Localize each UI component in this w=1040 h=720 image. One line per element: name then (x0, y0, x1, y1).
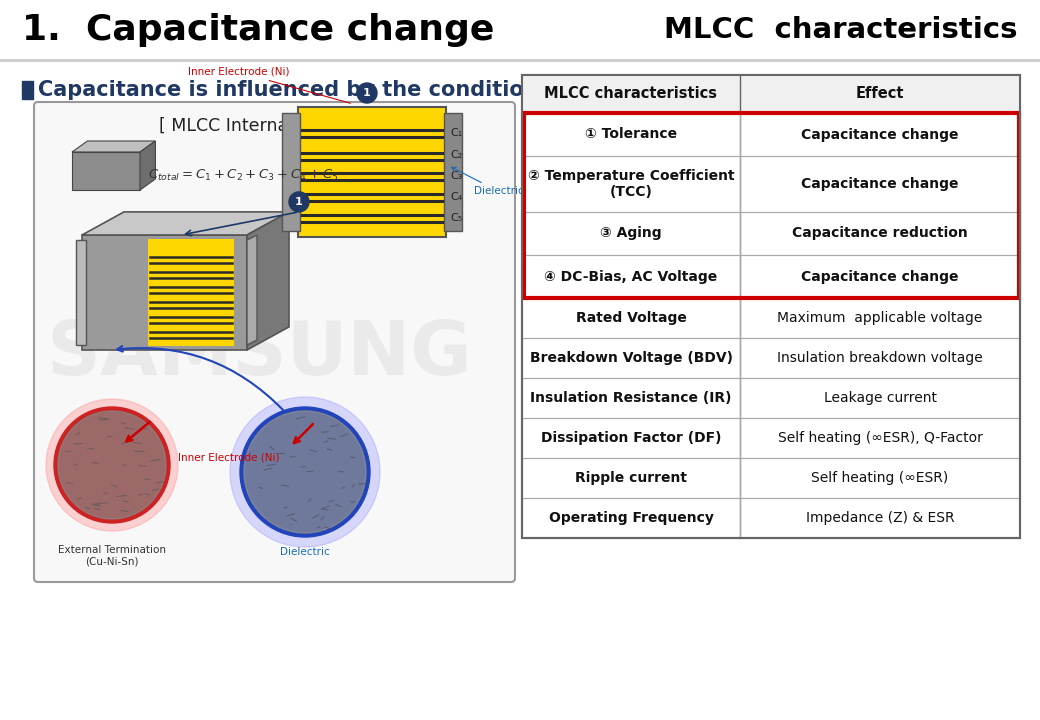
Text: Dielectric: Dielectric (280, 547, 330, 557)
Circle shape (230, 397, 380, 547)
Text: Capacitance change: Capacitance change (801, 269, 959, 284)
Text: Dissipation Factor (DF): Dissipation Factor (DF) (541, 431, 722, 445)
Text: C₄: C₄ (450, 192, 462, 202)
Circle shape (46, 399, 178, 531)
Bar (22, 81, 33, 99)
Text: Maximum  applicable voltage: Maximum applicable voltage (777, 311, 983, 325)
Text: ③ Aging: ③ Aging (600, 227, 661, 240)
Text: Insulation breakdown voltage: Insulation breakdown voltage (777, 351, 983, 365)
Text: Inner Electrode (Ni): Inner Electrode (Ni) (188, 67, 350, 103)
Polygon shape (248, 235, 257, 345)
Text: Self heating (∞ESR): Self heating (∞ESR) (811, 471, 948, 485)
Text: Breakdown Voltage (BDV): Breakdown Voltage (BDV) (529, 351, 732, 365)
Polygon shape (248, 212, 289, 350)
Text: Impedance (Z) & ESR: Impedance (Z) & ESR (806, 511, 955, 525)
Bar (298, 107, 446, 237)
Polygon shape (82, 212, 289, 235)
Text: Self heating (∞ESR), Q-Factor: Self heating (∞ESR), Q-Factor (778, 431, 983, 445)
Text: SAMSUNG: SAMSUNG (47, 318, 473, 392)
Bar (76, 240, 86, 345)
Text: C₅: C₅ (450, 213, 462, 223)
Text: Capacitance is influenced by the conditions shown below (①~④): Capacitance is influenced by the conditi… (38, 80, 790, 100)
Circle shape (58, 411, 166, 519)
Text: Operating Frequency: Operating Frequency (548, 511, 713, 525)
Bar (444, 113, 462, 231)
Bar (522, 75, 1020, 538)
Text: Rated Voltage: Rated Voltage (575, 311, 686, 325)
Text: Capacitance reduction: Capacitance reduction (792, 227, 968, 240)
Text: 1: 1 (295, 197, 303, 207)
Polygon shape (72, 141, 155, 152)
Text: MLCC characteristics: MLCC characteristics (545, 86, 718, 102)
Bar (522, 75, 1020, 113)
Text: ④ DC-Bias, AC Voltage: ④ DC-Bias, AC Voltage (544, 269, 718, 284)
Bar (523, 113, 1018, 298)
Circle shape (240, 407, 370, 537)
Text: Leakage current: Leakage current (824, 391, 936, 405)
Text: Insulation Resistance (IR): Insulation Resistance (IR) (530, 391, 732, 405)
Text: Capacitance change: Capacitance change (801, 177, 959, 191)
Text: $C_{total}=C_1+C_2+C_3+C_4+C_5$: $C_{total}=C_1+C_2+C_3+C_4+C_5$ (148, 168, 338, 183)
Text: Inner Electrode (Ni): Inner Electrode (Ni) (178, 452, 280, 462)
Circle shape (357, 83, 378, 103)
Text: Capacitance change: Capacitance change (801, 127, 959, 142)
Text: 1.  Capacitance change: 1. Capacitance change (22, 13, 494, 47)
Text: Effect: Effect (856, 86, 904, 102)
Text: External Termination
(Cu-Ni-Sn): External Termination (Cu-Ni-Sn) (58, 545, 166, 567)
Circle shape (289, 192, 309, 212)
Text: ① Tolerance: ① Tolerance (584, 127, 677, 142)
Text: ② Temperature Coefficient
(TCC): ② Temperature Coefficient (TCC) (527, 169, 734, 199)
Bar (148, 239, 234, 346)
Text: Ripple current: Ripple current (575, 471, 687, 485)
Text: MLCC  characteristics: MLCC characteristics (665, 16, 1018, 44)
Polygon shape (140, 141, 155, 190)
Bar (282, 113, 300, 231)
Polygon shape (72, 152, 140, 190)
Bar (522, 75, 1020, 538)
Circle shape (54, 407, 170, 523)
Circle shape (244, 411, 366, 533)
Text: 1: 1 (363, 88, 371, 98)
Text: C₃: C₃ (450, 171, 463, 181)
Text: [ MLCC Internal structure ]: [ MLCC Internal structure ] (159, 117, 390, 135)
Text: C₂: C₂ (450, 150, 462, 161)
Text: Dielectric: Dielectric (451, 167, 524, 197)
Text: C₁: C₁ (450, 128, 462, 138)
Polygon shape (82, 235, 248, 350)
FancyBboxPatch shape (34, 102, 515, 582)
